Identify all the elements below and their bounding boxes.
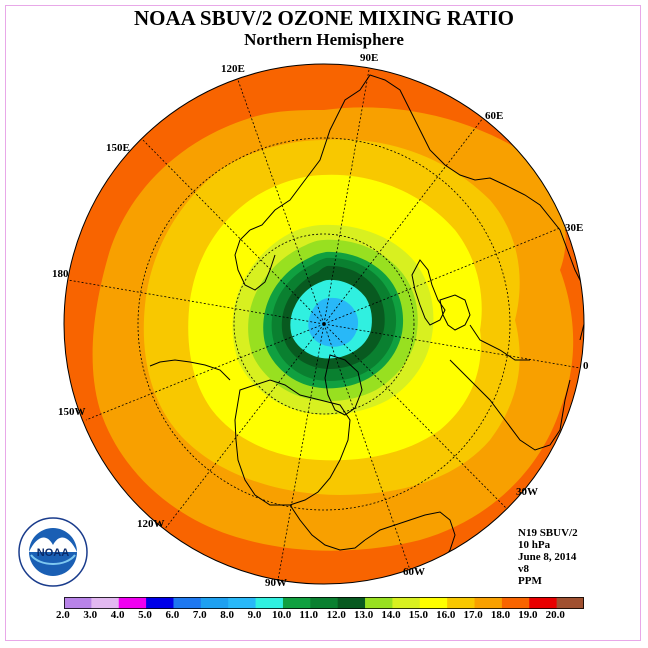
- meridian-180: [67, 279, 325, 325]
- colorbar-tick-label: 2.0: [56, 609, 70, 621]
- coastline-greenland: [324, 354, 363, 416]
- colorbar-tick-label: 12.0: [326, 609, 346, 621]
- longitude-label-120e: 120E: [221, 63, 245, 75]
- map-boundary: [63, 63, 585, 585]
- colorbar-swatch-2: [118, 597, 147, 609]
- meridian-30e: [323, 227, 561, 325]
- latitude-circle-60: [233, 233, 415, 415]
- figure-info-block: N19 SBUV/2 10 hPa June 8, 2014 v8 PPM: [518, 527, 578, 587]
- colorbar-swatch-14: [447, 597, 476, 609]
- colorbar-tick-label: 8.0: [220, 609, 234, 621]
- meridian-60w: [323, 323, 411, 571]
- coastline-siberia: [234, 229, 276, 291]
- colorbar-tick-label: 13.0: [354, 609, 374, 621]
- coastline-north-america: [234, 379, 351, 506]
- figure-frame: [5, 5, 641, 641]
- contour-band-8: [308, 297, 359, 347]
- colorbar-tick-label: 4.0: [110, 609, 125, 621]
- coastline-alaska: [149, 359, 231, 381]
- info-date: June 8, 2014: [518, 551, 577, 563]
- meridian-90e: [323, 64, 371, 325]
- colorbar-swatch-13: [419, 597, 448, 609]
- meridian-0: [323, 323, 581, 369]
- colorbar-tick-label: 19.0: [518, 609, 538, 621]
- coastline-central-america: [289, 504, 366, 551]
- figure-subtitle: Northern Hemisphere: [244, 30, 404, 49]
- colorbar-swatch-11: [365, 597, 393, 609]
- colorbar-swatch-17: [529, 597, 558, 609]
- colorbar-tick-label: 6.0: [165, 609, 180, 621]
- info-units: PPM: [518, 575, 542, 587]
- longitude-label-180: 180: [52, 268, 69, 280]
- colorbar-tick-label: 9.0: [247, 609, 262, 621]
- longitude-label-90e: 90E: [360, 52, 379, 64]
- colorbar-tick-label: 3.0: [83, 609, 98, 621]
- longitude-label-30w: 30W: [516, 486, 538, 498]
- longitude-label-150w: 150W: [58, 406, 86, 418]
- colorbar-swatch-6: [228, 597, 257, 609]
- colorbar-swatch-12: [392, 597, 421, 609]
- colorbar-tick-label: 17.0: [463, 609, 483, 621]
- colorbar: [64, 597, 584, 609]
- noaa-logo: NOAA: [18, 517, 88, 587]
- colorbar-swatch-5: [200, 597, 229, 609]
- longitude-label-90w: 90W: [265, 577, 287, 589]
- info-version: v8: [518, 563, 529, 575]
- longitude-label-30e: 30E: [565, 222, 584, 234]
- colorbar-swatch-3: [146, 597, 174, 609]
- colorbar-tick-label: 18.0: [490, 609, 511, 621]
- colorbar-tick-label: 11.0: [299, 609, 318, 621]
- info-satellite: N19 SBUV/2: [518, 527, 578, 539]
- colorbar-tick-label: 10.0: [271, 609, 292, 621]
- colorbar-tick-label: 5.0: [138, 609, 152, 621]
- meridian-60e: [323, 117, 484, 325]
- graticule: [67, 64, 581, 581]
- colorbar-swatch-9: [310, 597, 339, 609]
- colorbar-swatch-18: [556, 597, 584, 609]
- longitude-label-150e: 150E: [106, 142, 130, 154]
- colorbar-swatch-0: [64, 597, 92, 609]
- colorbar-swatch-8: [282, 597, 311, 609]
- meridian-120w: [163, 323, 325, 531]
- colorbar-tick-label: 7.0: [192, 609, 207, 621]
- coastline-africa: [449, 359, 571, 451]
- longitude-label-60e: 60E: [485, 110, 504, 122]
- colorbar-swatch-1: [91, 597, 120, 609]
- colorbar-tick-label: 20.0: [545, 609, 565, 621]
- colorbar-swatch-7: [255, 597, 284, 609]
- coastlines: [149, 74, 584, 576]
- longitude-label-0: 0: [583, 360, 589, 372]
- colorbar-swatch-15: [474, 597, 503, 609]
- meridian-150w: [85, 323, 325, 421]
- logo-text: NOAA: [37, 547, 69, 559]
- meridian-90w: [277, 323, 325, 581]
- meridian-120e: [237, 79, 325, 325]
- info-level: 10 hPa: [518, 539, 551, 551]
- colorbar-tick-label: 16.0: [436, 609, 456, 621]
- figure-title: NOAA SBUV/2 OZONE MIXING RATIO: [134, 6, 514, 30]
- colorbar-tick-label: 14.0: [381, 609, 401, 621]
- longitude-label-60w: 60W: [403, 566, 425, 578]
- colorbar-tick-label: 15.0: [408, 609, 429, 621]
- coastline-europe: [439, 294, 530, 361]
- colorbar-border: [64, 597, 584, 609]
- latitude-circle-30: [137, 137, 511, 511]
- colorbar-swatch-10: [337, 597, 366, 609]
- longitude-label-120w: 120W: [137, 518, 165, 530]
- colorbar-swatch-16: [501, 597, 530, 609]
- coastline-eurasia: [249, 74, 584, 341]
- colorbar-swatch-4: [173, 597, 202, 609]
